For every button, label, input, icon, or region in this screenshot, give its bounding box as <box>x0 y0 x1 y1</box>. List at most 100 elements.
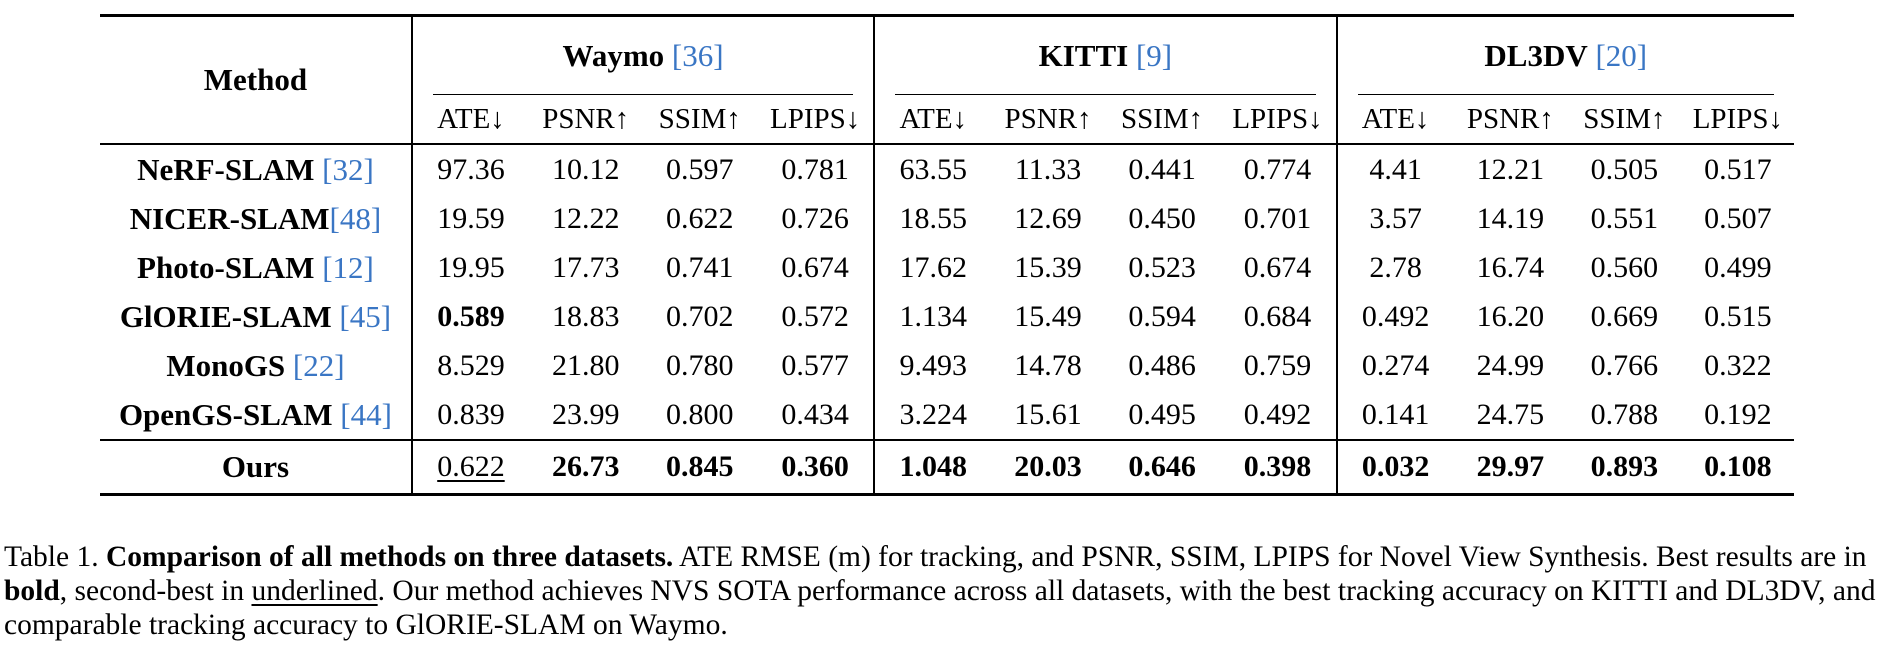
metric-header: ATE↓ <box>873 95 992 144</box>
value-cell: 0.674 <box>781 250 849 284</box>
value-cell: 0.032 <box>1335 439 1454 495</box>
value-cell: 14.78 <box>1014 348 1082 382</box>
value-cell: 0.450 <box>1128 201 1196 235</box>
value-cell: 20.03 <box>991 439 1105 495</box>
value-cell: 16.20 <box>1476 299 1545 333</box>
value-cell: 1.048 <box>873 439 992 495</box>
value-cell: 17.62 <box>873 243 992 292</box>
value-cell: 0.594 <box>1128 299 1196 333</box>
value-cell: 19.95 <box>410 243 530 292</box>
method-name-cell: GlORIE-SLAM [45] <box>100 292 412 341</box>
caption-text: . Our method achieves NVS SOTA performan… <box>4 575 1876 641</box>
value-cell: 0.788 <box>1590 397 1659 431</box>
method-name: OpenGS-SLAM <box>118 396 333 432</box>
value-cell: 0.551 <box>1590 201 1659 235</box>
value-cell: 10.12 <box>551 152 620 186</box>
value-cell: 9.493 <box>873 341 992 390</box>
table-row: OpenGS-SLAM [44] 0.839 23.99 0.800 0.434 3.22… <box>100 390 1794 440</box>
value-cell: 0.702 <box>666 299 734 333</box>
table-caption: Table 1. Comparison of all methods on th… <box>4 540 1890 642</box>
value-cell: 97.36 <box>410 144 530 194</box>
caption-bold-word: bold <box>4 575 60 607</box>
citation: [20] <box>1595 38 1648 73</box>
table-row: NICER-SLAM[48] 19.59 12.22 0.622 0.726 18.55 1… <box>100 194 1794 243</box>
value-cell: 0.108 <box>1681 439 1794 495</box>
value-cell: 0.774 <box>1243 152 1312 186</box>
method-name: NICER-SLAM <box>129 200 330 236</box>
metric-header: SSIM↑ <box>658 102 741 135</box>
value-cell: 15.49 <box>1014 299 1082 333</box>
citation: [36] <box>671 38 724 73</box>
caption-title: Comparison of all methods on three datas… <box>105 541 674 573</box>
value-cell: 0.800 <box>666 397 734 431</box>
value-cell: 0.517 <box>1704 152 1772 186</box>
value-cell: 0.398 <box>1219 439 1337 495</box>
value-cell: 12.69 <box>1014 201 1082 235</box>
metric-header: ATE↓ <box>410 95 530 144</box>
table-row: GlORIE-SLAM [45] 0.589 18.83 0.702 0.572 1.13… <box>100 292 1794 341</box>
value-cell: 18.55 <box>873 194 992 243</box>
table-row: MonoGS [22] 8.529 21.80 0.780 0.577 9.493 14.7… <box>100 341 1794 390</box>
value-cell: 0.597 <box>666 152 734 186</box>
method-name: Photo-SLAM <box>137 249 315 285</box>
method-name-cell: Ours <box>100 439 412 495</box>
value-cell: 3.224 <box>873 390 992 440</box>
value-cell: 0.274 <box>1335 341 1454 390</box>
value-cell: 11.33 <box>1014 152 1082 186</box>
value-cell: 23.99 <box>551 397 620 431</box>
value-cell: 0.515 <box>1704 299 1772 333</box>
method-cite-separator <box>314 152 322 187</box>
metric-header-row: ATE↓ PSNR↑ SSIM↑ LPIPS↓ ATE↓ PSNR↑ SSIM↑… <box>100 95 1794 144</box>
table-row: Photo-SLAM [12] 19.95 17.73 0.741 0.674 17.62… <box>100 243 1794 292</box>
method-name: Ours <box>221 449 290 484</box>
method-name-cell: NICER-SLAM[48] <box>100 194 412 243</box>
citation: [22] <box>292 347 345 383</box>
value-cell: 12.22 <box>551 201 620 235</box>
table-row-ours: Ours 0.622 26.73 0.845 0.360 1.048 20.03 0.646 0… <box>100 439 1794 495</box>
value-cell: 0.741 <box>666 250 734 284</box>
metric-header: LPIPS↓ <box>770 102 861 135</box>
value-cell: 63.55 <box>873 144 992 194</box>
value-cell: 16.74 <box>1476 250 1545 284</box>
value-cell: 0.759 <box>1243 348 1312 382</box>
caption-text: ATE RMSE (m) for tracking, and PSNR, SSI… <box>679 541 1867 573</box>
citation: [9] <box>1135 38 1173 73</box>
value-cell: 21.80 <box>551 348 620 382</box>
value-cell: 0.622 <box>666 201 734 235</box>
method-column-header: Method <box>203 62 308 97</box>
method-name: NeRF-SLAM <box>137 151 315 187</box>
metric-header: LPIPS↓ <box>1692 102 1783 135</box>
value-cell: 0.572 <box>781 299 849 333</box>
value-cell: 0.434 <box>781 397 849 431</box>
method-name-cell: Photo-SLAM [12] <box>100 243 412 292</box>
value-cell: 0.577 <box>781 348 849 382</box>
value-cell: 26.73 <box>529 439 643 495</box>
value-cell: 0.192 <box>1704 397 1772 431</box>
citation: [48] <box>329 200 382 236</box>
value-cell: 0.893 <box>1567 439 1682 495</box>
method-name-cell: OpenGS-SLAM [44] <box>100 390 412 440</box>
value-cell: 0.505 <box>1590 152 1659 186</box>
value-cell: 0.684 <box>1243 299 1312 333</box>
table-body: NeRF-SLAM [32] 97.36 10.12 0.597 0.781 63.55 1… <box>100 144 1794 495</box>
citation: [44] <box>340 396 392 432</box>
value-cell: 0.495 <box>1128 397 1196 431</box>
value-cell: 0.492 <box>1335 292 1454 341</box>
value-cell: 0.441 <box>1128 152 1196 186</box>
value-cell: 0.507 <box>1704 201 1772 235</box>
value-cell: 1.134 <box>873 292 992 341</box>
metric-header: PSNR↑ <box>542 102 630 135</box>
value-cell: 17.73 <box>551 250 620 284</box>
value-cell: 18.83 <box>551 299 620 333</box>
value-cell: 0.499 <box>1704 250 1772 284</box>
method-name-cell: MonoGS [22] <box>100 341 412 390</box>
metric-header: ATE↓ <box>1335 95 1454 144</box>
value-cell: 0.669 <box>1590 299 1659 333</box>
group-header-kitti: KITTI [9] <box>873 15 1337 95</box>
group-name: KITTI <box>1038 38 1129 73</box>
value-cell: 0.646 <box>1104 439 1220 495</box>
method-cite-separator <box>285 348 293 383</box>
citation: [32] <box>322 151 374 187</box>
caption-text: , second-best in <box>59 575 245 607</box>
value-cell: 0.560 <box>1590 250 1659 284</box>
